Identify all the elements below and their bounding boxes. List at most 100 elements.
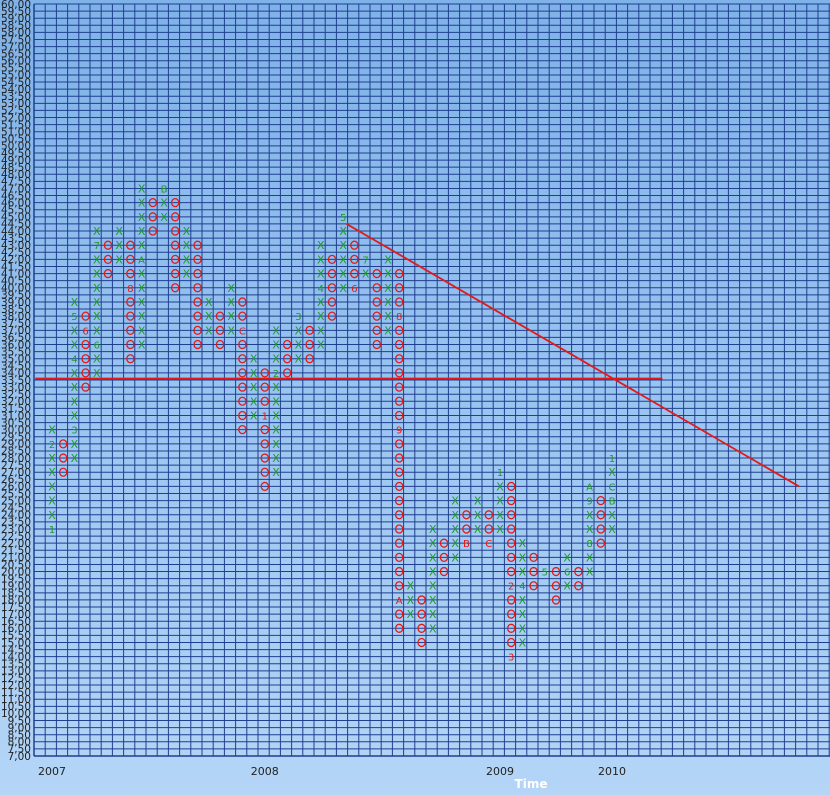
x-mark: X bbox=[48, 466, 56, 479]
y-tick-label: 56,50 bbox=[1, 48, 31, 60]
o-mark bbox=[238, 354, 247, 364]
y-tick-label: 30,00 bbox=[1, 424, 31, 436]
pnf-column-38: XXX bbox=[474, 495, 482, 536]
month-marker: 9 bbox=[396, 426, 402, 437]
o-mark bbox=[193, 297, 202, 307]
y-tick-label: 55,00 bbox=[1, 70, 31, 82]
x-mark: X bbox=[138, 282, 146, 295]
y-axis-ticks: 7,007,508,008,509,009,5010,0010,5011,001… bbox=[1, 0, 31, 763]
month-marker: 7 bbox=[362, 255, 368, 266]
x-mark: X bbox=[71, 367, 79, 380]
o-mark bbox=[327, 311, 337, 321]
x-mark: X bbox=[138, 225, 146, 238]
y-tick-label: 24,00 bbox=[1, 510, 31, 522]
o-mark bbox=[394, 623, 404, 633]
o-mark bbox=[305, 325, 314, 335]
x-mark: X bbox=[384, 324, 392, 337]
pnf-column-46: X6X bbox=[563, 551, 571, 592]
y-tick-label: 32,50 bbox=[1, 389, 31, 401]
pnf-column-6: XXX bbox=[115, 225, 123, 266]
x-mark: X bbox=[272, 353, 280, 366]
x-mark: X bbox=[474, 509, 482, 522]
x-mark: X bbox=[272, 466, 280, 479]
pnf-column-19: 1 bbox=[260, 368, 270, 492]
o-mark bbox=[81, 368, 90, 378]
y-tick-label: 16,50 bbox=[1, 616, 31, 628]
month-marker: C bbox=[239, 326, 246, 337]
x-mark: X bbox=[227, 282, 235, 295]
month-marker: 5 bbox=[542, 568, 548, 579]
o-mark bbox=[394, 609, 404, 619]
y-tick-label: 36,50 bbox=[1, 332, 31, 344]
y-tick-label: 14,50 bbox=[1, 644, 31, 656]
o-mark bbox=[103, 254, 113, 265]
o-mark bbox=[551, 566, 561, 577]
o-mark bbox=[394, 396, 404, 406]
x-mark: X bbox=[519, 551, 527, 564]
month-marker: C bbox=[609, 482, 616, 493]
x-mark: X bbox=[71, 296, 79, 309]
y-tick-label: 25,00 bbox=[1, 495, 31, 507]
x-mark: X bbox=[496, 509, 504, 522]
x-mark: X bbox=[205, 324, 213, 337]
o-mark bbox=[103, 268, 113, 279]
x-mark: X bbox=[183, 239, 191, 252]
pnf-column-21 bbox=[282, 339, 292, 378]
x-mark: X bbox=[93, 353, 101, 366]
x-mark: X bbox=[250, 381, 258, 394]
y-tick-label: 18,00 bbox=[1, 595, 31, 607]
x-tick-label: 2009 bbox=[486, 765, 514, 778]
y-tick-label: 52,50 bbox=[1, 105, 31, 117]
pnf-columns: 1XXXXX2XXX3XXXX4XX5X6XX6XXXXXX7XXXX8XXXX… bbox=[48, 182, 616, 663]
y-tick-label: 57,00 bbox=[1, 41, 31, 53]
pnf-column-45 bbox=[551, 566, 561, 605]
x-mark: X bbox=[272, 424, 280, 437]
pnf-column-10: XXB bbox=[160, 184, 168, 223]
pnf-column-31: A 9 8 bbox=[394, 268, 404, 633]
pnf-column-35 bbox=[439, 538, 449, 577]
pnf-column-28: X7 bbox=[362, 255, 370, 280]
y-tick-label: 49,50 bbox=[1, 148, 31, 160]
o-mark bbox=[282, 354, 292, 364]
y-tick-label: 15,00 bbox=[1, 637, 31, 649]
y-tick-label: 16,00 bbox=[1, 623, 31, 635]
x-mark: X bbox=[227, 310, 235, 323]
o-mark bbox=[372, 283, 382, 293]
x-mark: X bbox=[519, 622, 527, 635]
pnf-column-7: 8 bbox=[126, 240, 135, 364]
x-mark: X bbox=[384, 310, 392, 323]
o-mark bbox=[417, 609, 426, 619]
pnf-column-11 bbox=[170, 197, 180, 293]
o-mark bbox=[327, 254, 337, 265]
o-mark bbox=[193, 283, 202, 293]
y-tick-label: 19,50 bbox=[1, 573, 31, 585]
x-mark: X bbox=[138, 268, 146, 281]
x-mark: X bbox=[339, 225, 347, 238]
pnf-column-3: 6 bbox=[81, 311, 90, 392]
y-tick-label: 17,00 bbox=[1, 609, 31, 621]
y-tick-label: 37,00 bbox=[1, 325, 31, 337]
month-marker: 7 bbox=[94, 241, 100, 252]
x-mark: X bbox=[272, 395, 280, 408]
x-mark: X bbox=[407, 594, 415, 607]
x-mark: X bbox=[339, 239, 347, 252]
month-marker: 8 bbox=[586, 539, 592, 550]
y-tick-label: 56,00 bbox=[1, 56, 31, 68]
x-mark: X bbox=[205, 310, 213, 323]
x-mark: X bbox=[317, 296, 325, 309]
month-marker: 4 bbox=[318, 284, 324, 295]
month-marker: 3 bbox=[508, 653, 514, 664]
o-mark bbox=[529, 552, 538, 563]
o-mark bbox=[394, 453, 404, 463]
pnf-column-32: XXX bbox=[407, 580, 415, 621]
pnf-column-25 bbox=[327, 254, 337, 321]
y-tick-label: 45,50 bbox=[1, 205, 31, 217]
y-tick-label: 33,50 bbox=[1, 375, 31, 387]
month-marker: 5 bbox=[71, 312, 77, 323]
y-tick-label: 30,50 bbox=[1, 417, 31, 429]
y-tick-label: 14,00 bbox=[1, 651, 31, 663]
o-mark bbox=[260, 396, 270, 406]
